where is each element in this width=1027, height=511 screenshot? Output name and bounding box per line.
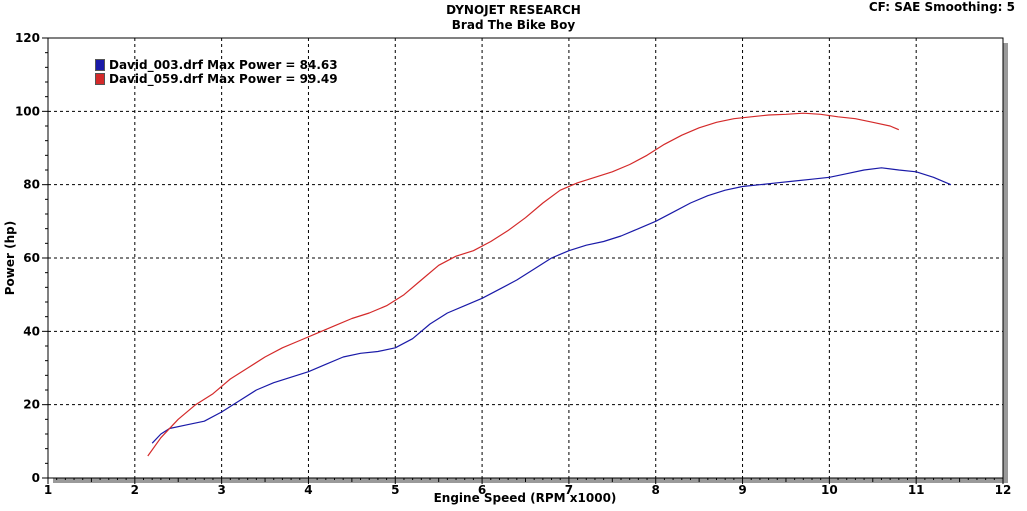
x-tick-label: 9 — [738, 483, 746, 497]
y-tick-label: 40 — [23, 324, 40, 338]
x-tick-label: 8 — [652, 483, 660, 497]
plot-area — [47, 37, 1008, 483]
y-tick-label: 80 — [23, 178, 40, 192]
axis-ticks — [42, 37, 1004, 484]
x-tick-label: 2 — [131, 483, 139, 497]
legend-label: David_003.drf Max Power = 84.63 — [109, 58, 338, 72]
legend-entry-david-003: David_003.drf Max Power = 84.63 — [95, 58, 338, 72]
y-tick-label: 120 — [15, 31, 40, 45]
y-tick-label: 100 — [15, 104, 40, 118]
grid — [48, 38, 1003, 478]
x-tick-label: 5 — [391, 483, 399, 497]
x-tick-label: 1 — [44, 483, 52, 497]
y-tick-label: 60 — [23, 251, 40, 265]
x-tick-label: 4 — [304, 483, 312, 497]
legend-swatch-red — [95, 73, 105, 85]
y-tick-label: 0 — [32, 471, 40, 485]
legend-swatch-blue — [95, 59, 105, 71]
x-tick-label: 3 — [217, 483, 225, 497]
legend-entry-david-059: David_059.drf Max Power = 99.49 — [95, 72, 338, 86]
x-tick-label: 10 — [821, 483, 838, 497]
x-tick-label: 11 — [908, 483, 925, 497]
y-tick-label: 20 — [23, 398, 40, 412]
y-axis-label: Power (hp) — [3, 220, 17, 296]
legend-label: David_059.drf Max Power = 99.49 — [109, 72, 338, 86]
chart-title: DYNOJET RESEARCH — [446, 3, 581, 17]
x-tick-label: 7 — [565, 483, 573, 497]
series-lines — [147, 112, 952, 457]
plot-frame — [47, 37, 1004, 479]
chart-subtitle: Brad The Bike Boy — [451, 18, 576, 32]
correction-factor-info: CF: SAE Smoothing: 5 — [868, 0, 1015, 14]
x-tick-label: 6 — [478, 483, 486, 497]
x-axis-label: Engine Speed (RPM x1000) — [433, 491, 617, 505]
x-tick-label: 12 — [995, 483, 1012, 497]
series-line-0 — [151, 167, 952, 444]
series-line-1 — [147, 112, 900, 457]
